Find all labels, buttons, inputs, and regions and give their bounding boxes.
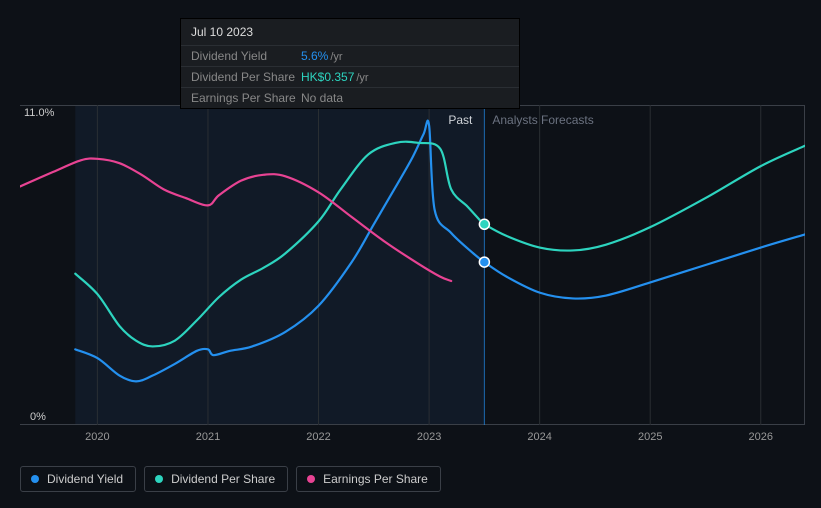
x-axis-label: 2023	[417, 431, 441, 443]
tooltip-row-label: Dividend Yield	[191, 49, 301, 63]
chart-legend: Dividend Yield Dividend Per Share Earnings…	[20, 466, 441, 492]
x-axis-label: 2022	[306, 431, 330, 443]
tooltip-row-value: HK$0.357	[301, 70, 354, 84]
legend-dot-icon	[307, 475, 315, 483]
tooltip-row-value: 5.6%	[301, 49, 328, 63]
x-axis-label: 2024	[527, 431, 551, 443]
legend-item[interactable]: Dividend Yield	[20, 466, 136, 492]
past-region-label: Past	[448, 113, 472, 127]
x-axis-label: 2026	[749, 431, 773, 443]
tooltip-date: Jul 10 2023	[181, 19, 519, 46]
legend-item[interactable]: Dividend Per Share	[144, 466, 288, 492]
legend-label: Dividend Per Share	[171, 472, 275, 486]
tooltip-row-suffix: /yr	[330, 51, 342, 63]
x-axis-label: 2025	[638, 431, 662, 443]
chart-tooltip: Jul 10 2023 Dividend Yield5.6% /yrDivide…	[180, 18, 520, 109]
x-axis-label: 2020	[85, 431, 109, 443]
legend-item[interactable]: Earnings Per Share	[296, 466, 441, 492]
x-axis-label: 2021	[196, 431, 220, 443]
tooltip-row-value: No data	[301, 91, 343, 105]
tooltip-row: Earnings Per ShareNo data	[181, 88, 519, 108]
legend-dot-icon	[155, 475, 163, 483]
legend-label: Dividend Yield	[47, 472, 123, 486]
line-chart-svg	[20, 105, 805, 425]
chart-area[interactable]: 2020 2021 2022 2023 2024 2025 2026 Past Analys…	[20, 105, 805, 450]
legend-label: Earnings Per Share	[323, 472, 428, 486]
forecast-region-label: Analysts Forecasts	[492, 113, 593, 127]
tooltip-row: Dividend Per ShareHK$0.357 /yr	[181, 67, 519, 88]
legend-dot-icon	[31, 475, 39, 483]
tooltip-row-label: Earnings Per Share	[191, 91, 301, 105]
tooltip-row: Dividend Yield5.6% /yr	[181, 46, 519, 67]
tooltip-row-label: Dividend Per Share	[191, 70, 301, 84]
tooltip-row-suffix: /yr	[356, 72, 368, 84]
